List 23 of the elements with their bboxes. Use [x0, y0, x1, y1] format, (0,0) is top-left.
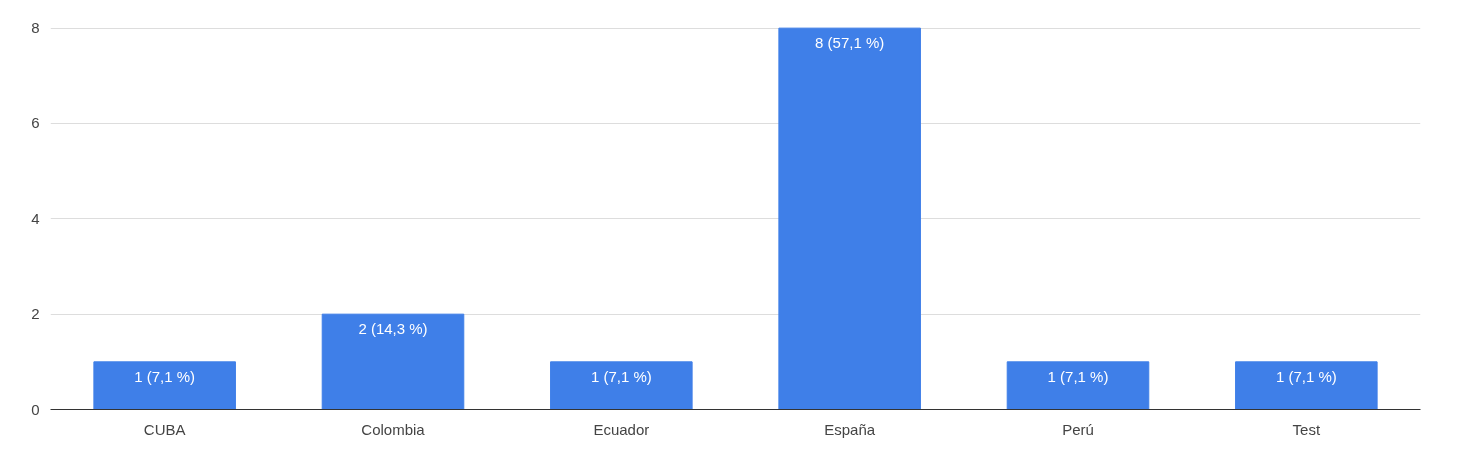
x-tick-label: Perú [1062, 420, 1094, 438]
bar [321, 313, 465, 410]
y-tick-label: 2 [31, 305, 40, 323]
data-label: 8 (57,1 %) [815, 34, 885, 52]
y-tick-label: 6 [31, 114, 40, 132]
data-label: 2 (14,3 %) [358, 320, 428, 338]
x-tick-label: España [824, 420, 876, 438]
y-tick-label: 4 [31, 209, 40, 227]
y-tick-label: 0 [31, 400, 40, 418]
bar [550, 361, 693, 410]
x-tick-label: Ecuador [593, 420, 650, 438]
bar [1235, 361, 1378, 410]
x-tick-label: Colombia [361, 420, 426, 438]
x-tick-label: CUBA [143, 420, 186, 438]
bar [778, 27, 921, 410]
data-label: 1 (7,1 %) [1047, 367, 1109, 385]
data-label: 1 (7,1 %) [1275, 367, 1337, 385]
data-label: 1 (7,1 %) [134, 367, 196, 385]
x-tick-label: Test [1292, 420, 1321, 438]
bar [93, 361, 236, 410]
y-tick-label: 8 [31, 19, 40, 37]
data-label: 1 (7,1 %) [590, 367, 652, 385]
bar [1006, 361, 1150, 410]
